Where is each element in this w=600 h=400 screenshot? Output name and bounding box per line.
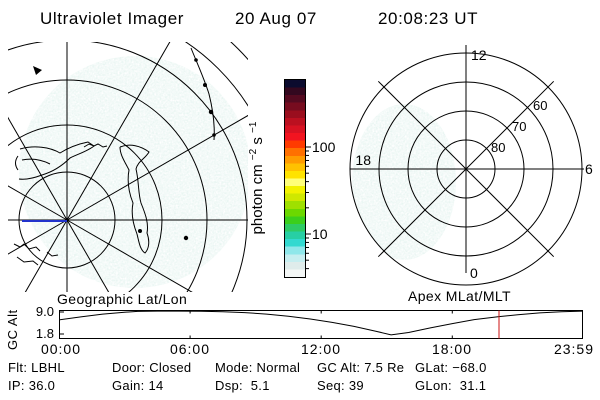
polar-grid	[349, 45, 584, 286]
mlat-ring-label-60: 60	[533, 98, 547, 113]
mlt-label-18: 18	[355, 152, 371, 168]
apex-polar-panel: 12 18 6 0 80 70 60	[349, 45, 593, 286]
time-label: 20:08:23 UT	[378, 9, 479, 28]
date-label: 20 Aug 07	[235, 9, 317, 28]
mlt-label-0: 0	[470, 265, 478, 281]
status-dsp: Dsp: 5.1	[215, 378, 270, 393]
colorbar-units-main: photon cm	[249, 164, 266, 234]
ytick-1-8: 1.8	[35, 326, 54, 341]
map-mark	[33, 66, 42, 75]
colorbar-units-mid: s	[249, 137, 266, 145]
uv-image-background-right	[352, 104, 456, 260]
colorbar-ticks	[305, 146, 311, 270]
xtick-1800: 18:00	[431, 341, 473, 357]
colorbar-tick-100: 100	[312, 139, 336, 155]
status-flt: Flt: LBHL	[8, 360, 65, 375]
status-door: Door: Closed	[112, 360, 192, 375]
mlat-ring-label-80: 80	[491, 140, 505, 155]
geo-islands	[33, 58, 216, 241]
page-title: Ultraviolet Imager	[40, 9, 185, 28]
colorbar-tick-10: 10	[312, 226, 328, 242]
xtick-2359: 23:59	[553, 341, 594, 357]
status-mode: Mode: Normal	[215, 360, 301, 375]
mlt-label-12: 12	[471, 47, 487, 63]
colorbar-units-label: photon cm −2 s −1	[243, 121, 266, 234]
strip-chart-ticks	[59, 310, 453, 339]
colorbar-units-sup1: −2	[248, 148, 259, 160]
xtick-1200: 12:00	[300, 341, 342, 357]
xtick-0000: 00:00	[40, 341, 82, 357]
geo-panel-caption: Geographic Lat/Lon	[57, 291, 188, 307]
status-gcalt: GC Alt: 7.5 Re	[317, 360, 405, 375]
status-gain: Gain: 14	[112, 378, 164, 393]
status-glat: GLat: −68.0	[415, 360, 487, 375]
colorbar-gradient	[284, 79, 306, 278]
gc-alt-axis-label: GC Alt	[5, 309, 20, 350]
colorbar-units-sup2: −1	[248, 121, 259, 133]
status-seq: Seq: 39	[317, 378, 364, 393]
xtick-0600: 06:00	[169, 341, 211, 357]
gc-alt-curve	[59, 310, 583, 336]
mlat-ring-label-70: 70	[512, 119, 526, 134]
status-glon: GLon: 31.1	[415, 378, 487, 393]
uv-image-background-left	[19, 56, 248, 288]
mlt-label-6: 6	[585, 161, 593, 177]
status-ip: IP: 36.0	[8, 378, 56, 393]
ytick-9: 9.0	[35, 304, 54, 319]
apex-panel-caption: Apex MLat/MLT	[408, 288, 511, 304]
gc-alt-strip-chart	[59, 310, 583, 339]
geographic-panel	[8, 42, 248, 292]
